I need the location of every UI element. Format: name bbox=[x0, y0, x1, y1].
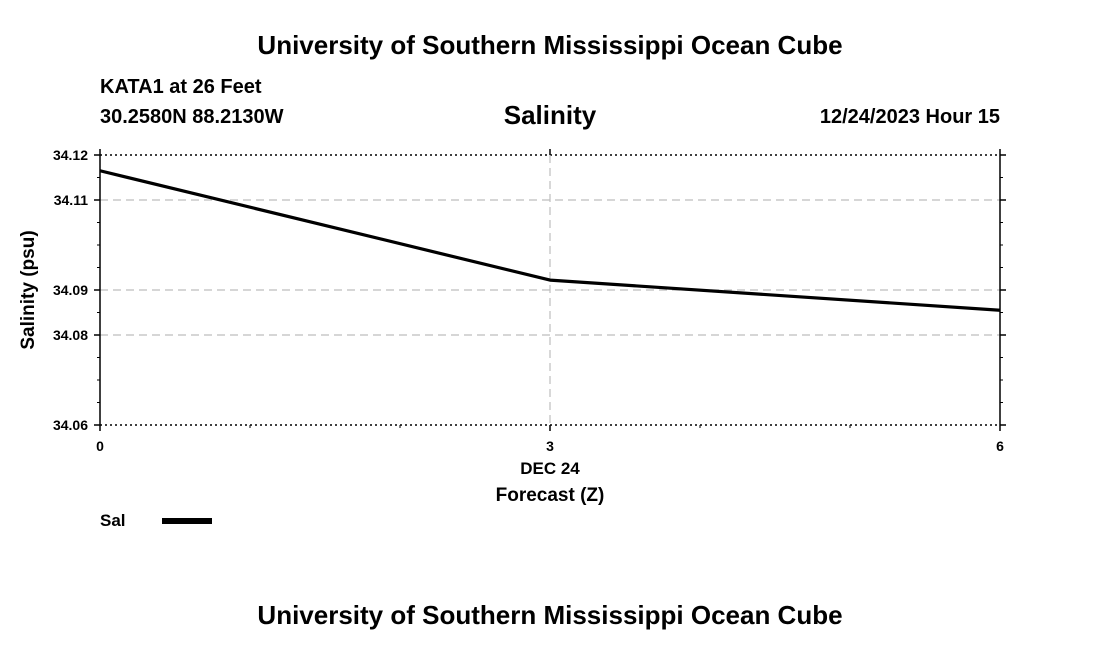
legend: Sal bbox=[100, 511, 212, 530]
footer-title: University of Southern Mississippi Ocean… bbox=[257, 600, 843, 630]
page-title: University of Southern Mississippi Ocean… bbox=[257, 30, 843, 60]
x-axis-label: Forecast (Z) bbox=[496, 485, 605, 506]
forecast-datetime: 12/24/2023 Hour 15 bbox=[819, 106, 1000, 128]
x-tick-label: 0 bbox=[96, 438, 104, 454]
y-tick-label: 34.09 bbox=[53, 282, 88, 298]
x-tick-label: 6 bbox=[996, 438, 1004, 454]
station-coordinates: 30.2580N 88.2130W bbox=[100, 106, 284, 128]
y-tick-label: 34.12 bbox=[53, 147, 88, 163]
legend-label: Sal bbox=[100, 511, 126, 530]
station-label: KATA1 at 26 Feet bbox=[100, 76, 262, 98]
axes-layer: 34.06 34.08 34.09 34.11 34.12 0 3 6 DEC 24 Foreca… bbox=[18, 147, 1006, 506]
y-axis-label: Salinity (psu) bbox=[18, 230, 39, 349]
grid-layer bbox=[100, 154, 1000, 426]
chart-title: Salinity bbox=[503, 100, 597, 130]
series-layer bbox=[99, 169, 1001, 312]
y-tick-label: 34.11 bbox=[54, 192, 88, 208]
x-tick-label: 3 bbox=[546, 438, 554, 454]
series-line-sal bbox=[99, 169, 1001, 312]
y-tick-label: 34.08 bbox=[53, 327, 88, 343]
x-date-label: DEC 24 bbox=[520, 459, 580, 478]
y-tick-label: 34.06 bbox=[53, 417, 88, 433]
